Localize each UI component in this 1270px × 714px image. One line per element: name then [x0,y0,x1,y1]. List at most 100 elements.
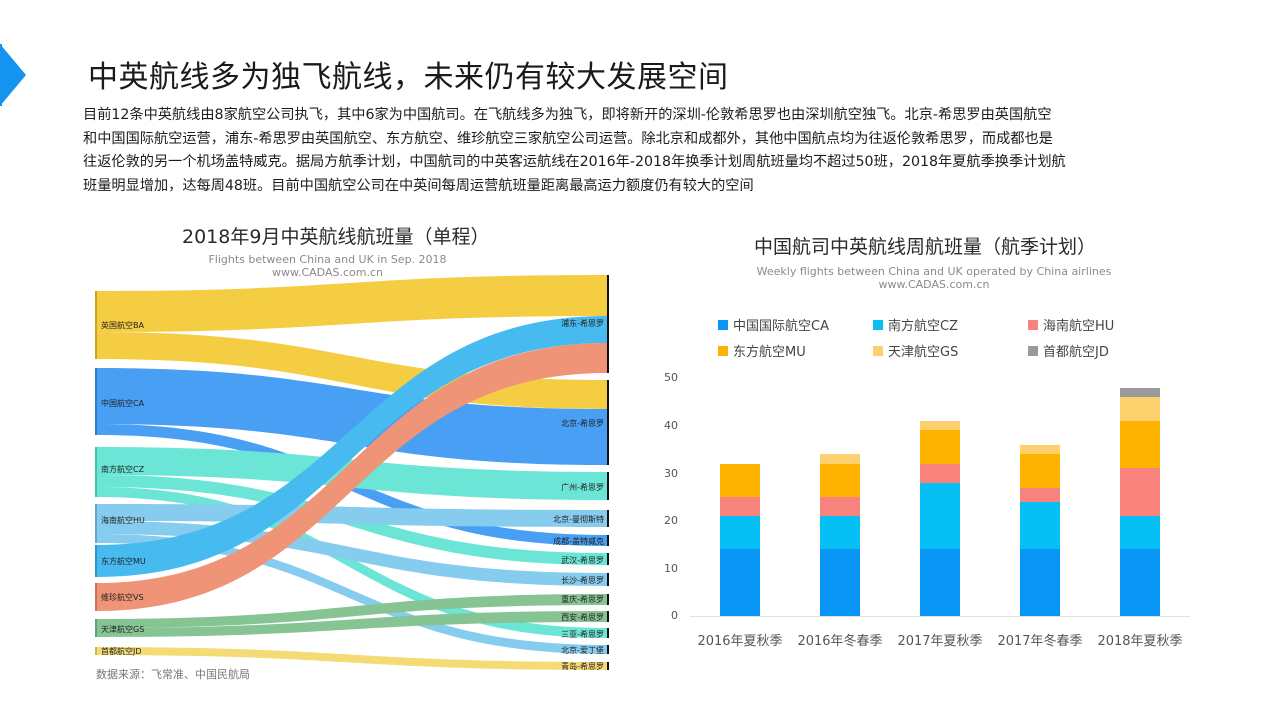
legend-item-gs: 天津航空GS [873,341,958,360]
stacked-bar [1020,444,1060,616]
y-tick: 30 [664,467,678,480]
left-node-label: 海南航空HU [101,515,145,525]
x-tick: 2018年夏秋季 [1097,634,1183,649]
link-gs-chongqing [97,594,607,628]
right-node-label: 北京-爱丁堡 [561,645,604,655]
bar-segment [820,497,860,517]
bar-segment [720,549,760,616]
link-jd-qingdao [97,647,607,670]
bar-segment [1120,387,1160,398]
page-title: 中英航线多为独飞航线，未来仍有较大发展空间 [88,60,729,95]
bar-chart-subtitle-en: Weekly flights between China and UK oper… [756,265,1112,278]
left-node-label: 维珍航空VS [101,592,144,602]
bar-segment [720,463,760,498]
intro-line: 班量明显增加，达每周48班。目前中国航空公司在中英间每周运营航班量距离最高运力额… [83,178,754,195]
stacked-bar [920,420,960,616]
bar-segment [1020,444,1060,455]
sankey-subtitle-en: Flights between China and UK in Sep. 201… [208,253,447,266]
bar-segment [720,516,760,550]
stacked-bar [720,463,760,616]
data-source-note: 数据来源：飞常准、中国民航局 [96,668,250,681]
x-tick: 2016年夏秋季 [697,634,783,649]
legend-swatch-icon [718,345,728,356]
bar-segment [1020,487,1060,502]
right-node-label: 青岛-希思罗 [561,661,604,671]
legend-item-cz: 南方航空CZ [873,315,958,334]
right-node-label: 武汉-希思罗 [561,555,604,565]
right-node-label: 北京-曼彻斯特 [553,514,604,524]
legend-swatch-icon [718,319,728,330]
left-node-label: 英国航空BA [101,320,144,330]
sankey-source-site: www.CADAS.com.cn [272,266,383,279]
bar-segment [1120,516,1160,550]
legend-swatch-icon [873,319,883,330]
link-hu-edinburgh [97,534,607,654]
legend-item-jd: 首都航空JD [1028,341,1109,360]
right-node-label: 成都-盖特威克 [553,536,604,546]
bar-segment [1020,454,1060,488]
legend-swatch-icon [873,345,883,356]
left-node-bars [95,291,97,655]
bar-segment [820,463,860,498]
right-node-label: 浦东-希思罗 [561,318,604,328]
right-node-bars [607,275,609,670]
legend-swatch-icon [1028,345,1038,356]
sankey-diagram: 英国航空BA 中国航空CA 南方航空CZ 海南航空HU 东方航空MU 维珍航空V… [95,275,609,671]
intro-paragraph: 目前12条中英航线由8家航空公司执飞，其中6家为中国航司。在飞航线多为独飞，即将… [83,104,1183,199]
y-tick: 50 [664,371,678,384]
chevron-right-icon [0,44,26,106]
bar-segment [1020,549,1060,616]
link-mu-pudong [97,316,607,577]
bar-segment [820,516,860,550]
x-tick: 2017年夏秋季 [897,634,983,649]
right-node-label: 重庆-希思罗 [561,594,604,604]
bar-segment [920,482,960,550]
legend-swatch-icon [1028,319,1038,330]
legend-label: 首都航空JD [1043,345,1109,360]
bar-chart-subtitle: Weekly flights between China and UK oper… [734,265,1134,291]
right-node-label: 北京-希思罗 [561,418,604,428]
left-node-label: 天津航空GS [101,624,144,634]
bar-segment [920,549,960,616]
right-node-label: 长沙-希思罗 [561,575,604,585]
legend-label: 海南航空HU [1043,319,1115,334]
left-node-label: 首都航空JD [101,646,142,656]
legend-label: 天津航空GS [888,345,959,360]
y-tick: 10 [664,562,678,575]
sankey-title: 2018年9月中英航线航班量（单程） [182,226,490,248]
right-node-label: 西安-希思罗 [561,612,604,622]
intro-line: 和中国国际航空运营，浦东-希思罗由英国航空、东方航空、维珍航空三家航空公司运营。… [83,130,1053,147]
sankey-subtitle: Flights between China and UK in Sep. 201… [190,253,465,279]
bar-segment [1020,501,1060,550]
stacked-bar [820,454,860,616]
x-tick: 2016年冬春季 [797,634,883,649]
stacked-bar [1120,387,1160,616]
y-tick: 0 [671,609,678,622]
legend-item-mu: 东方航空MU [718,341,806,360]
x-axis-line [690,616,1190,617]
bar-segment [920,420,960,431]
link-gs-xian [97,611,607,637]
bar-chart-title: 中国航司中英航线周航班量（航季计划） [754,236,1097,258]
legend-label: 南方航空CZ [888,319,958,334]
legend-label: 东方航空MU [733,345,806,360]
bar-segment [820,549,860,616]
link-ca-beijing [97,368,607,465]
y-tick: 20 [664,514,678,527]
left-node-label: 中国航空CA [101,398,145,408]
legend-item-ca: 中国国际航空CA [718,315,829,334]
left-node-label: 东方航空MU [101,556,146,566]
left-node-label: 南方航空CZ [101,464,145,474]
bar-segment [1120,397,1160,421]
link-ba-pudong [97,275,607,332]
link-vs-pudong [97,343,607,611]
legend-item-hu: 海南航空HU [1028,315,1114,334]
bar-segment [1120,420,1160,469]
right-node-label: 三亚-希思罗 [561,629,604,639]
intro-line: 往返伦敦的另一个机场盖特威克。据局方航季计划，中国航司的中英客运航线在2016年… [83,154,1066,171]
bar-segment [920,430,960,464]
link-cz-sanya [97,487,607,638]
bar-segment [920,463,960,483]
bar-chart-source-site: www.CADAS.com.cn [878,278,990,291]
legend-label: 中国国际航空CA [733,319,829,334]
